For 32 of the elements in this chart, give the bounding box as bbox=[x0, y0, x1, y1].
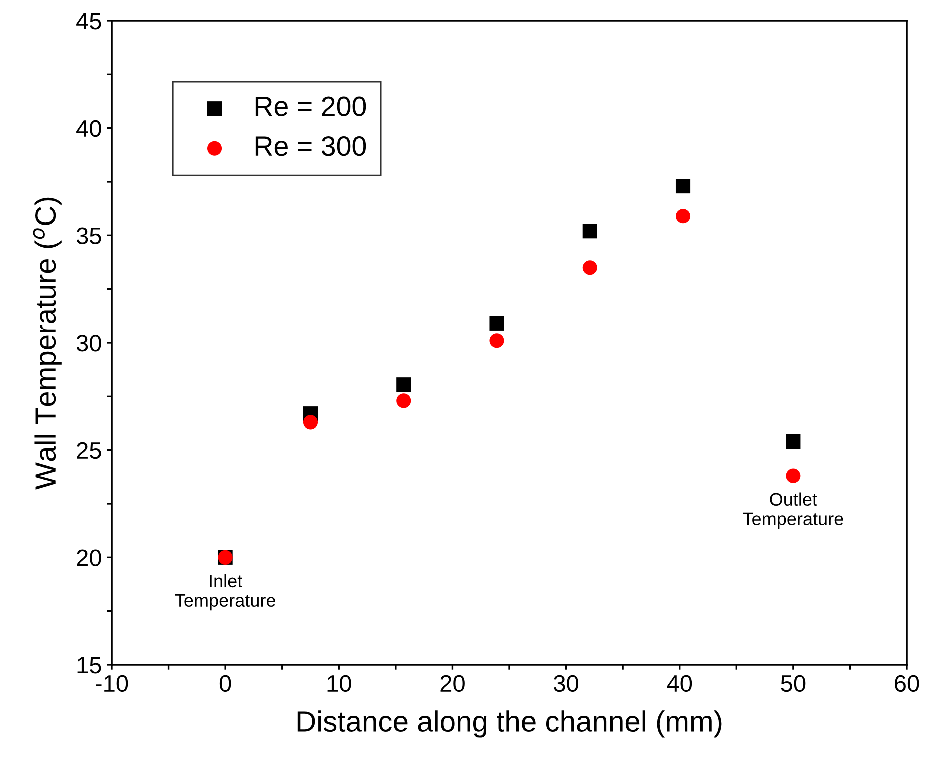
point bbox=[582, 224, 598, 239]
x-tick-label: -10 bbox=[96, 675, 128, 692]
point bbox=[303, 415, 318, 430]
y-tick-label: 15 bbox=[78, 657, 102, 674]
y-tick-label: 20 bbox=[77, 550, 102, 566]
x-tick-label: 50 bbox=[781, 675, 806, 692]
point bbox=[490, 334, 504, 348]
point bbox=[582, 260, 598, 276]
point bbox=[490, 316, 504, 331]
y-axis-title: Wall Temperature ($^{o}$C) bbox=[33, 198, 62, 490]
x-tick-label: 30 bbox=[554, 675, 578, 692]
point bbox=[786, 468, 801, 484]
y-tick-label: 35 bbox=[76, 228, 102, 244]
y-tick-label: 30 bbox=[76, 335, 102, 352]
x-tick-label: 40 bbox=[667, 675, 692, 692]
x-tick-label: 20 bbox=[440, 675, 465, 692]
point bbox=[786, 434, 801, 450]
point bbox=[676, 179, 691, 194]
x-axis-title: Distance along the channel (mm) bbox=[298, 710, 722, 738]
point bbox=[396, 378, 412, 392]
annotation: Outlet Temperature bbox=[743, 492, 844, 530]
x-tick-label: 10 bbox=[328, 675, 352, 692]
point bbox=[396, 394, 412, 408]
y-tick-label: 40 bbox=[76, 120, 102, 138]
point bbox=[676, 209, 691, 224]
y-tick-label: 25 bbox=[77, 442, 102, 460]
legend-label: Re = 200 bbox=[256, 96, 366, 116]
annotation: Inlet Temperature bbox=[175, 574, 276, 611]
legend-label: Re = 300 bbox=[256, 136, 366, 156]
x-tick-label: 60 bbox=[895, 675, 920, 692]
x-tick-label: 0 bbox=[220, 675, 232, 692]
y-tick-label: 45 bbox=[76, 13, 102, 30]
